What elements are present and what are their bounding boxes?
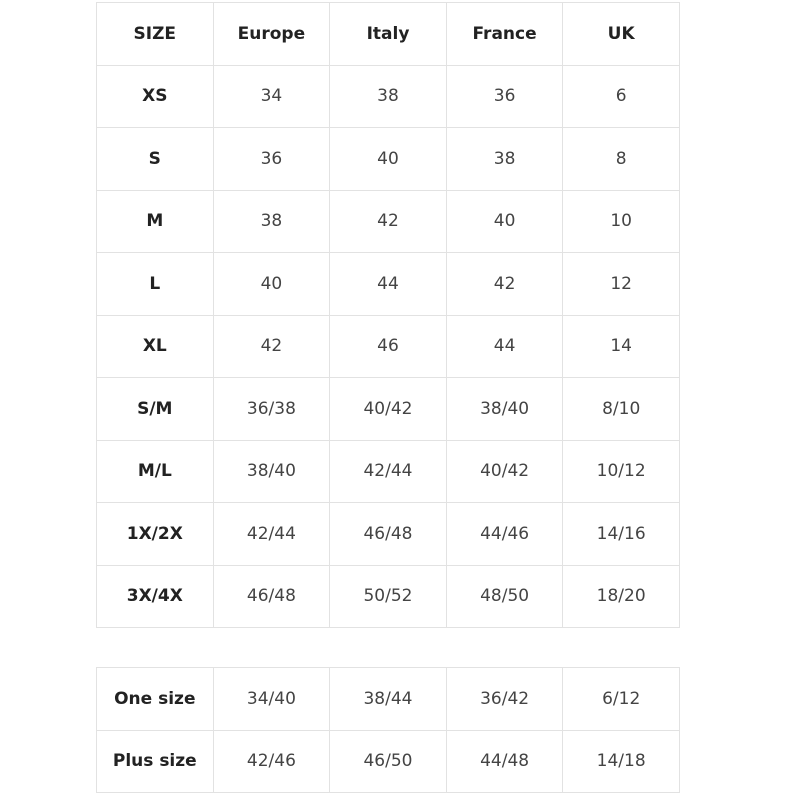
- size-label: XL: [96, 314, 214, 378]
- size-value: 14/18: [562, 729, 680, 793]
- size-value: 12: [562, 252, 680, 316]
- size-value: 36/38: [212, 377, 331, 441]
- size-value: 40: [445, 189, 564, 253]
- table-row: One size 34/40 38/44 36/42 6/12: [96, 667, 680, 731]
- table-row: M/L 38/40 42/44 40/42 10/12: [96, 439, 680, 503]
- size-value: 36: [212, 127, 331, 191]
- column-header: Italy: [329, 2, 447, 66]
- size-value: 38/40: [445, 377, 564, 441]
- size-value: 34: [212, 64, 331, 128]
- size-value: 10/12: [562, 439, 680, 503]
- size-label: S: [96, 127, 214, 191]
- size-value: 40: [212, 252, 331, 316]
- size-chart-table: SIZE Europe Italy France UK XS 34 38 36 6 S 36 40 38…: [96, 2, 680, 628]
- size-value: 44/46: [445, 502, 564, 566]
- size-value: 36: [445, 64, 564, 128]
- special-sizes-table: One size 34/40 38/44 36/42 6/12 Plus size 42/4…: [96, 667, 680, 793]
- column-header: UK: [562, 2, 680, 66]
- table-row: S 36 40 38 8: [96, 127, 680, 191]
- size-label: One size: [96, 667, 214, 731]
- table-row: Plus size 42/46 46/50 44/48 14/18: [96, 729, 680, 793]
- size-value: 38: [445, 127, 564, 191]
- column-header: Europe: [212, 2, 331, 66]
- size-value: 42: [445, 252, 564, 316]
- size-value: 42: [329, 189, 447, 253]
- size-value: 34/40: [212, 667, 331, 731]
- size-value: 38: [329, 64, 447, 128]
- table-row: XL 42 46 44 14: [96, 314, 680, 378]
- size-value: 40/42: [445, 439, 564, 503]
- size-value: 40/42: [329, 377, 447, 441]
- table-row: S/M 36/38 40/42 38/40 8/10: [96, 377, 680, 441]
- size-value: 44: [445, 314, 564, 378]
- size-label: XS: [96, 64, 214, 128]
- table-row: L 40 44 42 12: [96, 252, 680, 316]
- size-value: 46: [329, 314, 447, 378]
- size-value: 38/40: [212, 439, 331, 503]
- size-value: 14/16: [562, 502, 680, 566]
- column-header: SIZE: [96, 2, 214, 66]
- size-value: 18/20: [562, 564, 680, 628]
- size-value: 8/10: [562, 377, 680, 441]
- size-value: 14: [562, 314, 680, 378]
- size-value: 6/12: [562, 667, 680, 731]
- table-row: 1X/2X 42/44 46/48 44/46 14/16: [96, 502, 680, 566]
- size-label: M: [96, 189, 214, 253]
- size-value: 36/42: [445, 667, 564, 731]
- table-row: 3X/4X 46/48 50/52 48/50 18/20: [96, 564, 680, 628]
- size-value: 10: [562, 189, 680, 253]
- size-value: 38/44: [329, 667, 447, 731]
- size-value: 46/48: [329, 502, 447, 566]
- size-label: M/L: [96, 439, 214, 503]
- size-value: 44: [329, 252, 447, 316]
- size-value: 46/50: [329, 729, 447, 793]
- size-label: Plus size: [96, 729, 214, 793]
- column-header: France: [445, 2, 564, 66]
- size-value: 42/44: [212, 502, 331, 566]
- table-row: M 38 42 40 10: [96, 189, 680, 253]
- size-value: 42/44: [329, 439, 447, 503]
- size-value: 44/48: [445, 729, 564, 793]
- size-label: L: [96, 252, 214, 316]
- size-value: 6: [562, 64, 680, 128]
- size-value: 46/48: [212, 564, 331, 628]
- size-label: S/M: [96, 377, 214, 441]
- size-label: 1X/2X: [96, 502, 214, 566]
- size-value: 50/52: [329, 564, 447, 628]
- size-value: 38: [212, 189, 331, 253]
- header-row: SIZE Europe Italy France UK: [96, 2, 680, 66]
- size-label: 3X/4X: [96, 564, 214, 628]
- size-value: 42: [212, 314, 331, 378]
- size-value: 42/46: [212, 729, 331, 793]
- size-value: 48/50: [445, 564, 564, 628]
- table-row: XS 34 38 36 6: [96, 64, 680, 128]
- size-value: 8: [562, 127, 680, 191]
- size-value: 40: [329, 127, 447, 191]
